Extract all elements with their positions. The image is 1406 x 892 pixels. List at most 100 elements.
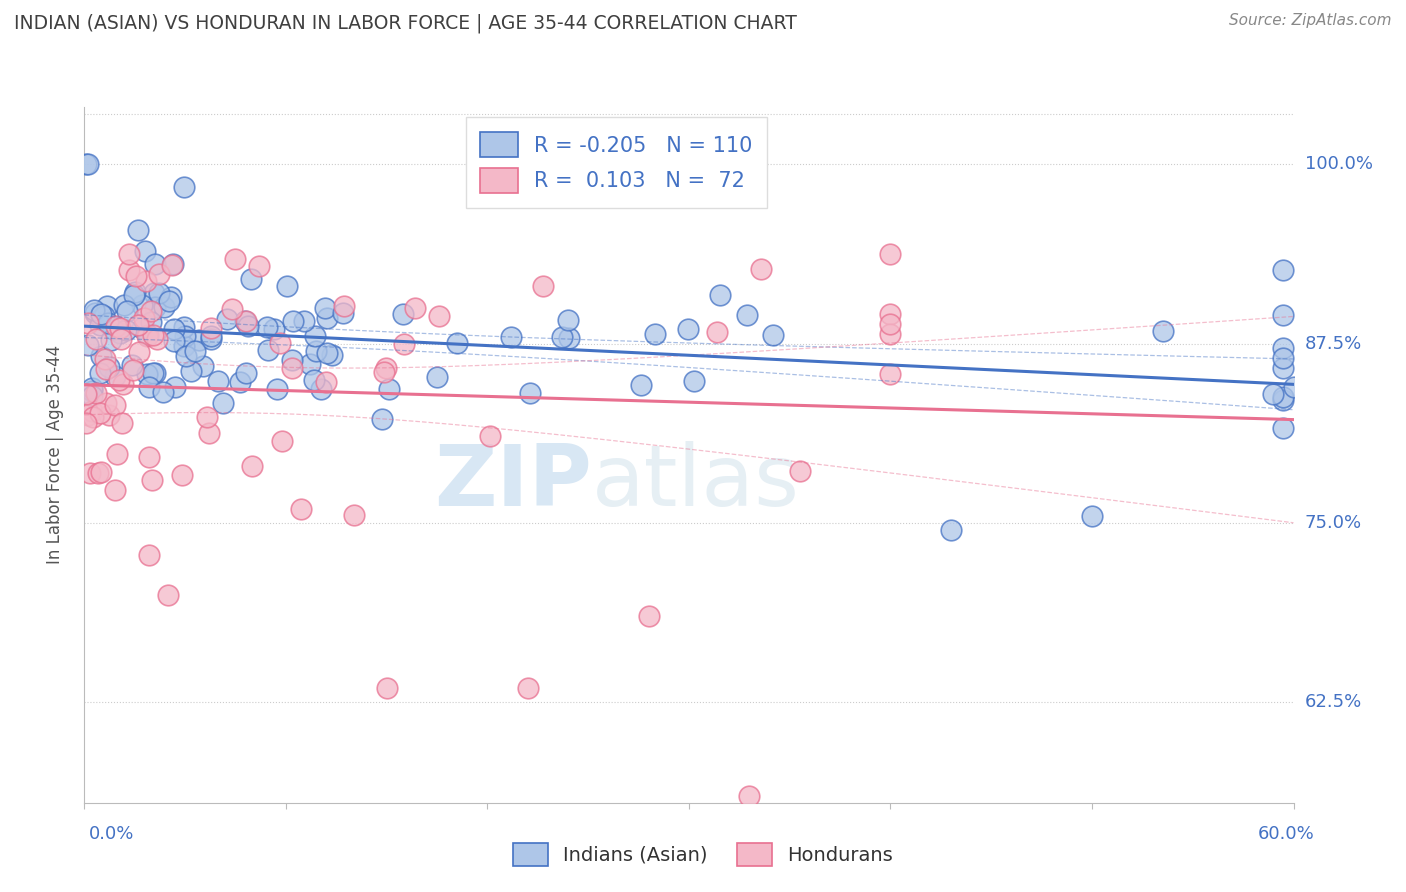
Text: 100.0%: 100.0% [1305, 155, 1372, 173]
Point [110, 417, 132, 431]
Point [531, 278, 554, 293]
Point [142, 327, 165, 342]
Point [138, 548, 160, 562]
Text: Source: ZipAtlas.com: Source: ZipAtlas.com [1229, 13, 1392, 29]
Point [1263, 387, 1285, 401]
Point [343, 508, 366, 523]
Point [89, 406, 111, 420]
Point [115, 304, 138, 318]
Point [117, 246, 139, 260]
Point [200, 329, 222, 343]
Point [100, 333, 122, 347]
Point [122, 287, 145, 301]
Point [735, 308, 758, 322]
Point [211, 395, 233, 409]
Point [82, 384, 104, 399]
Point [305, 344, 328, 359]
Point [127, 223, 149, 237]
Point [221, 301, 243, 316]
Point [138, 379, 160, 393]
Point [75, 157, 97, 171]
Point [98, 360, 121, 375]
Point [557, 313, 579, 327]
Point [93, 309, 115, 323]
Point [141, 473, 163, 487]
Point [86, 333, 108, 347]
Point [136, 328, 159, 343]
Point [637, 609, 659, 624]
Point [191, 359, 214, 373]
Point [200, 321, 222, 335]
Point [236, 318, 259, 333]
Point [152, 385, 174, 400]
Point [90, 310, 112, 325]
Point [143, 367, 166, 381]
Point [197, 426, 219, 441]
Point [112, 297, 135, 311]
Point [128, 345, 150, 359]
Point [304, 328, 326, 343]
Point [87, 467, 110, 481]
Point [77, 157, 100, 171]
Point [256, 343, 278, 357]
Point [105, 447, 128, 461]
Point [165, 379, 187, 393]
Point [404, 301, 426, 315]
Point [879, 367, 901, 381]
Point [378, 382, 401, 396]
Legend: R = -0.205   N = 110, R =  0.103   N =  72: R = -0.205 N = 110, R = 0.103 N = 72 [465, 118, 768, 208]
Point [96, 299, 118, 313]
Point [644, 327, 666, 342]
Point [630, 377, 652, 392]
Point [333, 299, 356, 313]
Point [939, 523, 962, 537]
Point [315, 375, 337, 389]
Point [136, 328, 159, 343]
Point [110, 321, 132, 335]
Point [135, 274, 157, 288]
Point [157, 293, 180, 308]
Point [370, 412, 392, 426]
Point [125, 268, 148, 283]
Point [173, 319, 195, 334]
Point [1272, 351, 1295, 365]
Point [1272, 360, 1295, 375]
Point [84, 306, 107, 320]
Text: INDIAN (ASIAN) VS HONDURAN IN LABOR FORCE | AGE 35-44 CORRELATION CHART: INDIAN (ASIAN) VS HONDURAN IN LABOR FORC… [14, 13, 797, 33]
Point [1282, 380, 1305, 394]
Point [124, 285, 146, 299]
Point [240, 458, 263, 473]
Point [519, 386, 541, 401]
Point [148, 267, 170, 281]
Point [309, 382, 332, 396]
Point [142, 366, 165, 380]
Point [173, 180, 195, 194]
Text: ZIP: ZIP [434, 442, 592, 524]
Point [79, 467, 101, 481]
Point [373, 365, 395, 379]
Point [879, 308, 901, 322]
Point [104, 368, 127, 383]
Point [162, 257, 184, 271]
Point [132, 310, 155, 325]
Point [98, 409, 121, 423]
Point [90, 466, 112, 480]
Point [148, 286, 170, 301]
Point [256, 320, 278, 334]
Point [90, 349, 112, 363]
Point [516, 681, 538, 695]
Point [160, 258, 183, 272]
Point [501, 330, 523, 344]
Point [77, 408, 100, 422]
Point [82, 403, 104, 417]
Point [184, 344, 207, 359]
Point [1272, 390, 1295, 404]
Point [121, 358, 143, 372]
Point [105, 319, 128, 334]
Point [269, 335, 291, 350]
Point [131, 321, 153, 335]
Point [1152, 324, 1174, 338]
Point [104, 483, 127, 497]
Point [145, 332, 167, 346]
Point [550, 330, 572, 344]
